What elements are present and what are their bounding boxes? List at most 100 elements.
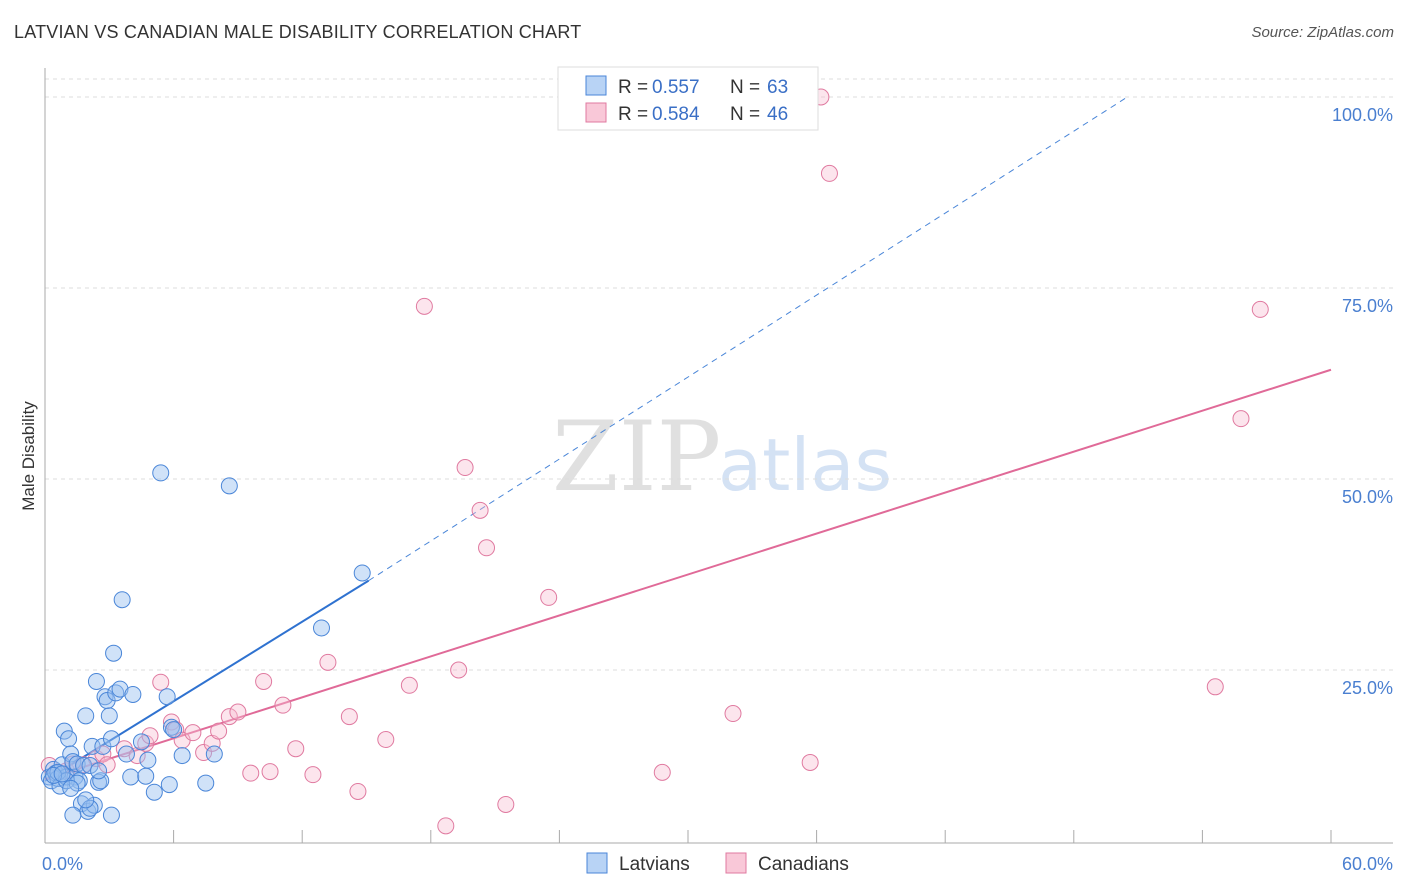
latvian-point <box>102 730 120 748</box>
y-tick-label: 75.0% <box>1342 296 1393 316</box>
canadian-point <box>653 763 671 781</box>
y-tick-label: 100.0% <box>1332 105 1393 125</box>
bottom-legend-latvians: Latvians <box>619 854 690 875</box>
latvian-point <box>100 707 118 725</box>
latvian-point <box>64 806 82 824</box>
canadian-point <box>319 653 337 671</box>
bottom-legend-swatch-latvians <box>586 852 608 874</box>
watermark-atlas: atlas <box>718 423 892 507</box>
legend-swatch-canadians <box>585 102 607 123</box>
legend-n-label: N = <box>730 104 760 125</box>
bottom-legend: Latvians Canadians <box>586 852 849 875</box>
latvian-point <box>137 767 155 785</box>
canadian-point <box>450 661 468 679</box>
canadian-point <box>801 753 819 771</box>
latvian-point <box>145 783 163 801</box>
latvian-point <box>117 745 135 763</box>
canadian-point <box>304 766 322 784</box>
legend-n-label: N = <box>730 77 760 98</box>
latvian-point <box>312 619 330 637</box>
latvian-point <box>92 772 110 790</box>
canadian-point <box>141 727 159 745</box>
legend: R = 0.557 N = 63 R = 0.584 N = 46 <box>557 66 819 131</box>
canadian-point <box>1251 300 1269 318</box>
latvian-point <box>90 762 108 780</box>
latvian-point <box>165 721 183 739</box>
latvian-point <box>77 791 95 809</box>
canadian-point <box>210 722 228 740</box>
canadian-point <box>1232 410 1250 428</box>
latvian-point <box>87 672 105 690</box>
bottom-legend-canadians: Canadians <box>758 854 849 875</box>
latvian-point <box>122 768 140 786</box>
canadian-point <box>184 724 202 742</box>
latvian-point <box>111 680 129 698</box>
canadian-point <box>220 708 238 726</box>
source-label: Source: ZipAtlas.com <box>1251 24 1394 41</box>
canadian-point <box>287 740 305 758</box>
latvian-point <box>139 751 157 769</box>
latvian-point <box>353 564 371 582</box>
chart-title: LATVIAN VS CANADIAN MALE DISABILITY CORR… <box>14 22 582 42</box>
y-tick-label: 25.0% <box>1342 678 1393 698</box>
latvian-point <box>105 644 123 662</box>
canadian-point <box>471 501 489 519</box>
canadian-point <box>400 676 418 694</box>
latvian-point <box>81 757 99 774</box>
canadian-point <box>340 708 358 726</box>
legend-r-value: 0.557 <box>652 77 700 98</box>
canadian-point <box>255 672 273 690</box>
canadian-point <box>242 764 260 782</box>
latvian-point <box>102 806 120 824</box>
canadian-point <box>415 297 433 315</box>
latvian-point <box>75 757 93 774</box>
latvian-point <box>113 591 131 609</box>
canadian-point <box>478 539 496 557</box>
latvian-point <box>173 747 191 765</box>
latvian-point <box>124 685 142 703</box>
canadian-point <box>724 705 742 723</box>
canadian-point <box>456 459 474 477</box>
y-tick-label: 50.0% <box>1342 487 1393 507</box>
watermark-zip: ZIP <box>552 401 721 513</box>
canadian-point <box>540 588 558 606</box>
legend-n-value: 46 <box>767 104 788 125</box>
canadian-point <box>152 673 170 691</box>
canadian-point <box>377 731 395 749</box>
legend-swatch-latvians <box>585 75 607 96</box>
canadians-trend-line <box>44 368 1332 781</box>
latvian-point <box>220 477 238 495</box>
latvian-point <box>45 766 63 784</box>
x-tick-label-max: 60.0% <box>1342 854 1393 874</box>
latvian-point <box>53 765 71 783</box>
legend-n-value: 63 <box>767 77 788 98</box>
bottom-legend-swatch-canadians <box>725 852 747 874</box>
legend-r-value: 0.584 <box>652 104 700 125</box>
canadian-point <box>1206 678 1224 696</box>
latvian-point <box>77 707 95 725</box>
canadian-point <box>497 795 515 813</box>
grid-lines <box>45 78 1393 671</box>
y-axis-label: Male Disability <box>19 401 38 511</box>
canadian-point <box>261 763 279 781</box>
canadian-point <box>229 703 247 721</box>
legend-r-label: R = <box>618 77 648 98</box>
x-tick-label-min: 0.0% <box>42 854 83 874</box>
latvian-point <box>205 745 223 763</box>
canadian-point <box>437 817 455 835</box>
data-points <box>40 88 1269 835</box>
latvian-point <box>132 733 150 751</box>
canadian-point <box>820 164 838 182</box>
canadian-point <box>349 782 367 800</box>
axes <box>44 68 1393 844</box>
canadian-point <box>128 747 146 765</box>
latvian-point <box>152 464 170 482</box>
latvian-point <box>68 755 86 773</box>
latvian-point <box>162 718 180 736</box>
latvian-point <box>160 776 178 794</box>
legend-r-label: R = <box>618 104 648 125</box>
latvian-point <box>197 774 215 792</box>
latvian-point <box>158 688 176 706</box>
latvians-trend-extension <box>368 96 1128 582</box>
